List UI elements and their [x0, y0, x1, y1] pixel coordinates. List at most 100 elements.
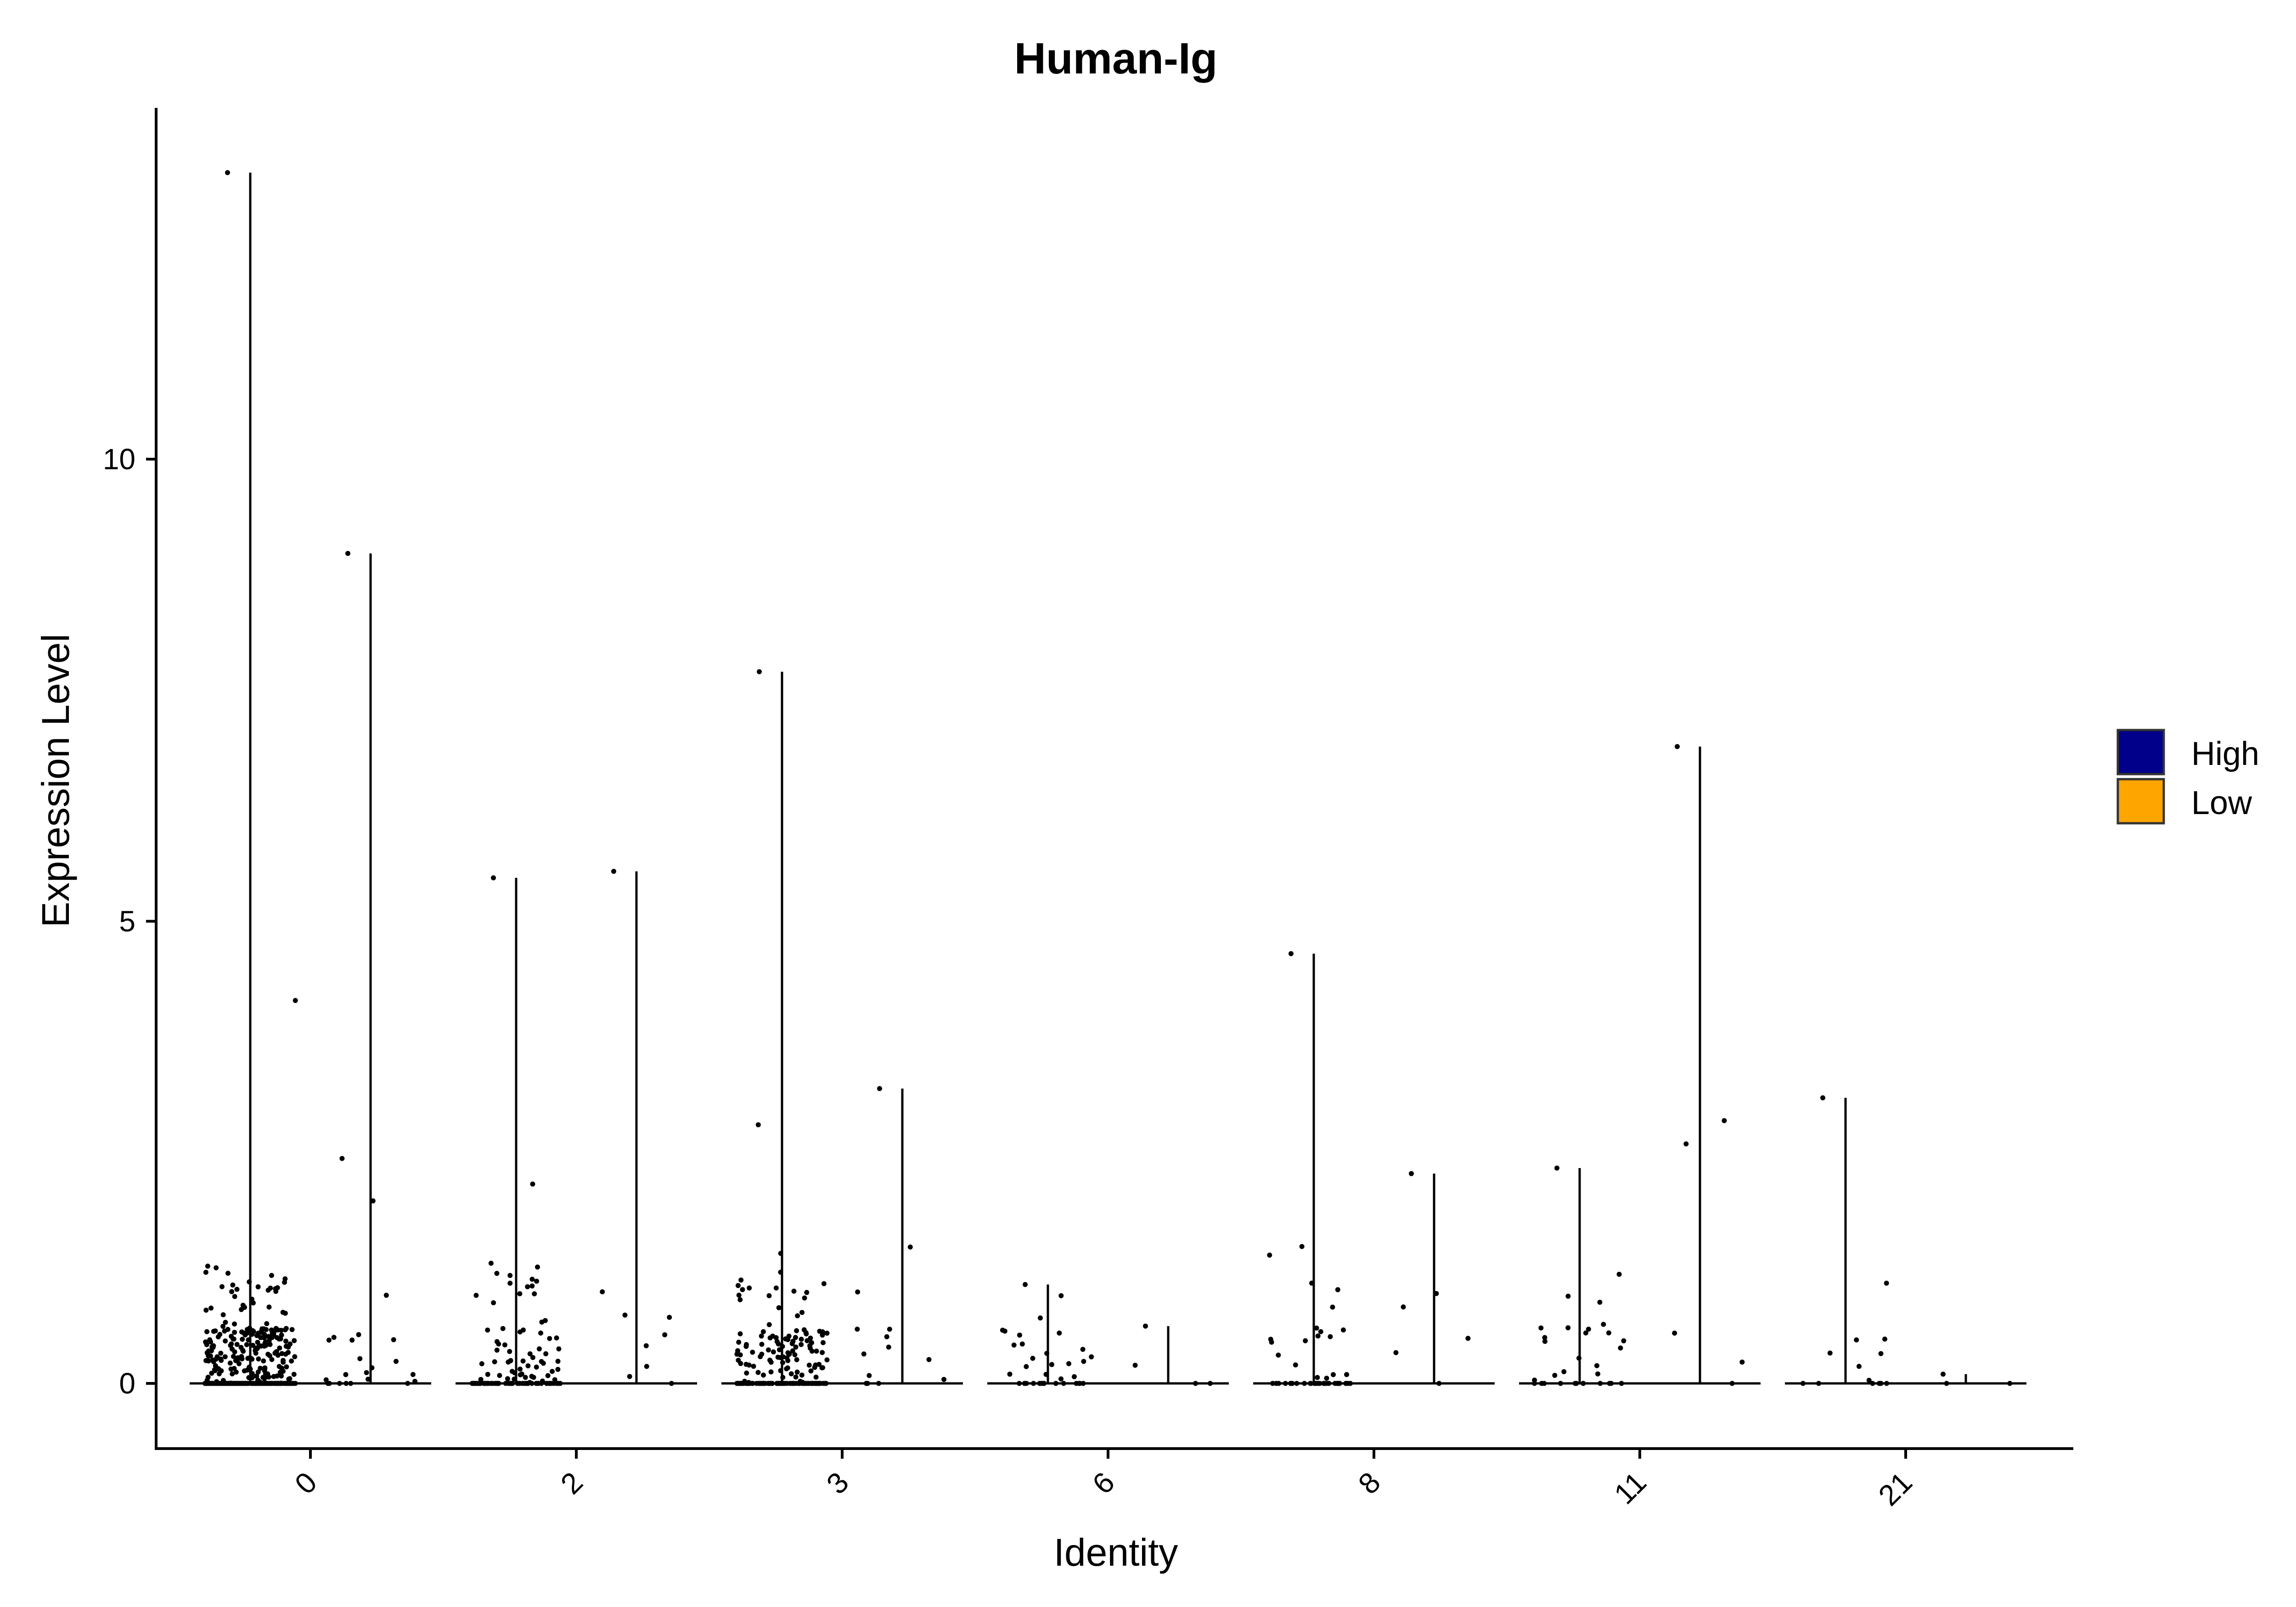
- data-point: [228, 1366, 234, 1372]
- data-point: [229, 1341, 234, 1347]
- data-point: [1581, 1381, 1586, 1386]
- data-point: [1542, 1338, 1548, 1344]
- data-point: [1077, 1381, 1083, 1386]
- data-point: [503, 1381, 508, 1386]
- data-point: [887, 1326, 892, 1332]
- data-point: [534, 1365, 539, 1370]
- data-point: [530, 1355, 535, 1360]
- data-point: [1944, 1381, 1949, 1386]
- data-point: [326, 1381, 332, 1386]
- data-point: [1800, 1381, 1806, 1386]
- data-point: [1024, 1381, 1029, 1386]
- data-point: [219, 1358, 224, 1363]
- data-point: [1058, 1293, 1064, 1298]
- violin-group-low-3: [842, 1086, 963, 1386]
- data-point: [1583, 1330, 1588, 1336]
- y-tick-label: 5: [119, 905, 135, 938]
- data-point: [1941, 1371, 1946, 1377]
- data-point: [1878, 1381, 1884, 1386]
- data-point: [1586, 1326, 1591, 1332]
- data-point: [1558, 1381, 1563, 1386]
- data-point: [517, 1291, 523, 1297]
- data-point: [219, 1284, 225, 1289]
- data-point: [941, 1377, 947, 1382]
- data-point: [824, 1357, 830, 1363]
- data-point: [471, 1381, 476, 1386]
- data-point: [410, 1372, 416, 1377]
- violin-group-high-8: [1253, 951, 1374, 1386]
- data-point: [205, 1375, 211, 1380]
- data-point: [289, 1327, 295, 1332]
- data-point: [1314, 1325, 1319, 1331]
- data-point: [778, 1251, 783, 1256]
- data-point: [1061, 1381, 1066, 1386]
- data-point: [208, 1348, 214, 1354]
- data-point: [1334, 1381, 1340, 1386]
- data-point: [2007, 1381, 2013, 1386]
- data-point: [1328, 1334, 1333, 1339]
- data-point: [667, 1315, 672, 1320]
- data-point: [1465, 1336, 1471, 1341]
- data-point: [485, 1371, 490, 1377]
- data-point: [231, 1381, 236, 1386]
- data-point: [222, 1328, 227, 1334]
- data-point: [479, 1361, 484, 1366]
- data-point: [485, 1327, 490, 1333]
- data-point: [256, 1356, 261, 1362]
- data-point: [505, 1376, 510, 1382]
- data-point: [737, 1331, 743, 1337]
- data-point: [1675, 744, 1680, 749]
- data-point: [271, 1374, 276, 1379]
- data-point: [736, 1339, 742, 1345]
- data-point: [1089, 1354, 1094, 1360]
- data-point: [1554, 1165, 1559, 1171]
- data-point: [1606, 1330, 1611, 1336]
- data-point: [861, 1351, 867, 1357]
- data-point: [1820, 1095, 1825, 1101]
- data-point: [494, 1381, 499, 1386]
- data-point: [1007, 1371, 1013, 1377]
- data-point: [267, 1353, 272, 1359]
- data-point: [1854, 1337, 1859, 1343]
- data-point: [759, 1333, 764, 1339]
- data-point: [556, 1346, 562, 1352]
- data-point: [779, 1381, 785, 1386]
- data-point: [539, 1381, 544, 1386]
- data-point: [517, 1329, 523, 1335]
- data-point: [478, 1377, 484, 1382]
- data-point: [1294, 1381, 1300, 1386]
- data-point: [1071, 1374, 1077, 1379]
- data-point: [210, 1357, 216, 1363]
- data-point: [1401, 1304, 1406, 1309]
- data-point: [1870, 1381, 1875, 1386]
- data-point: [1267, 1253, 1272, 1258]
- data-point: [259, 1326, 265, 1332]
- data-point: [1318, 1329, 1323, 1334]
- data-point: [222, 1354, 228, 1360]
- data-point: [209, 1371, 214, 1376]
- data-point: [217, 1332, 223, 1337]
- data-point: [1039, 1381, 1044, 1386]
- y-tick-label: 0: [119, 1367, 135, 1400]
- data-point: [865, 1381, 870, 1386]
- data-point: [268, 1286, 273, 1291]
- legend-swatch-high: [2116, 729, 2165, 775]
- data-point: [478, 1381, 483, 1386]
- data-point: [552, 1377, 557, 1382]
- data-point: [795, 1313, 800, 1319]
- data-point: [213, 1328, 218, 1334]
- data-point: [277, 1345, 282, 1351]
- data-point: [279, 1373, 284, 1379]
- data-point: [790, 1348, 795, 1354]
- data-point: [279, 1351, 285, 1356]
- data-point: [279, 1332, 284, 1338]
- data-point: [794, 1357, 799, 1362]
- data-point: [247, 1279, 252, 1285]
- data-point: [1344, 1381, 1349, 1386]
- data-point: [813, 1362, 818, 1368]
- x-axis-title: Identity: [1054, 1531, 1178, 1574]
- data-point: [824, 1331, 830, 1336]
- data-point: [227, 1360, 233, 1366]
- data-point: [767, 1335, 773, 1341]
- data-point: [1315, 1333, 1321, 1339]
